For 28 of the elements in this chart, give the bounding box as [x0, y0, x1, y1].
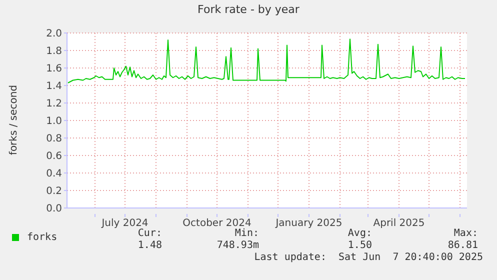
y-tick-label: 1.0	[46, 116, 62, 128]
y-tick-label: 1.4	[46, 81, 62, 92]
text: Avg:	[348, 228, 372, 239]
line-series	[68, 38, 466, 84]
text: Cur:	[138, 228, 162, 239]
y-tick-label: 0.6	[46, 151, 62, 162]
y-tick-label: 1.8	[46, 46, 62, 58]
x-tick-label: July 2024	[100, 218, 148, 229]
text: 748.93m	[216, 240, 259, 251]
y-tick-label: 1.2	[46, 98, 62, 110]
y-axis-title: forks / second	[8, 84, 20, 156]
text: Max:	[454, 228, 478, 239]
text: 1.50	[348, 240, 372, 251]
chart-title: Fork rate - by year	[196, 3, 300, 16]
y-tick-label: 0.4	[46, 168, 62, 180]
y-tick-label: 2.0	[46, 28, 62, 40]
y-tick-label: 0.2	[46, 186, 62, 198]
text: 1.48	[138, 240, 162, 251]
x-tick-label: April 2025	[373, 218, 425, 229]
y-tick-label: 1.6	[46, 64, 62, 75]
x-tick-label: January 2025	[274, 218, 342, 229]
text: Last update: Sat Jun 7 20:40:00 2025	[254, 252, 483, 263]
x-tick-label: October 2024	[182, 218, 252, 229]
y-tick-label: 0.0	[46, 204, 62, 215]
text: Min:	[234, 228, 259, 239]
legend-label: forks	[27, 232, 58, 243]
text: 86.81	[448, 240, 478, 251]
y-tick-label: 0.8	[46, 134, 62, 145]
